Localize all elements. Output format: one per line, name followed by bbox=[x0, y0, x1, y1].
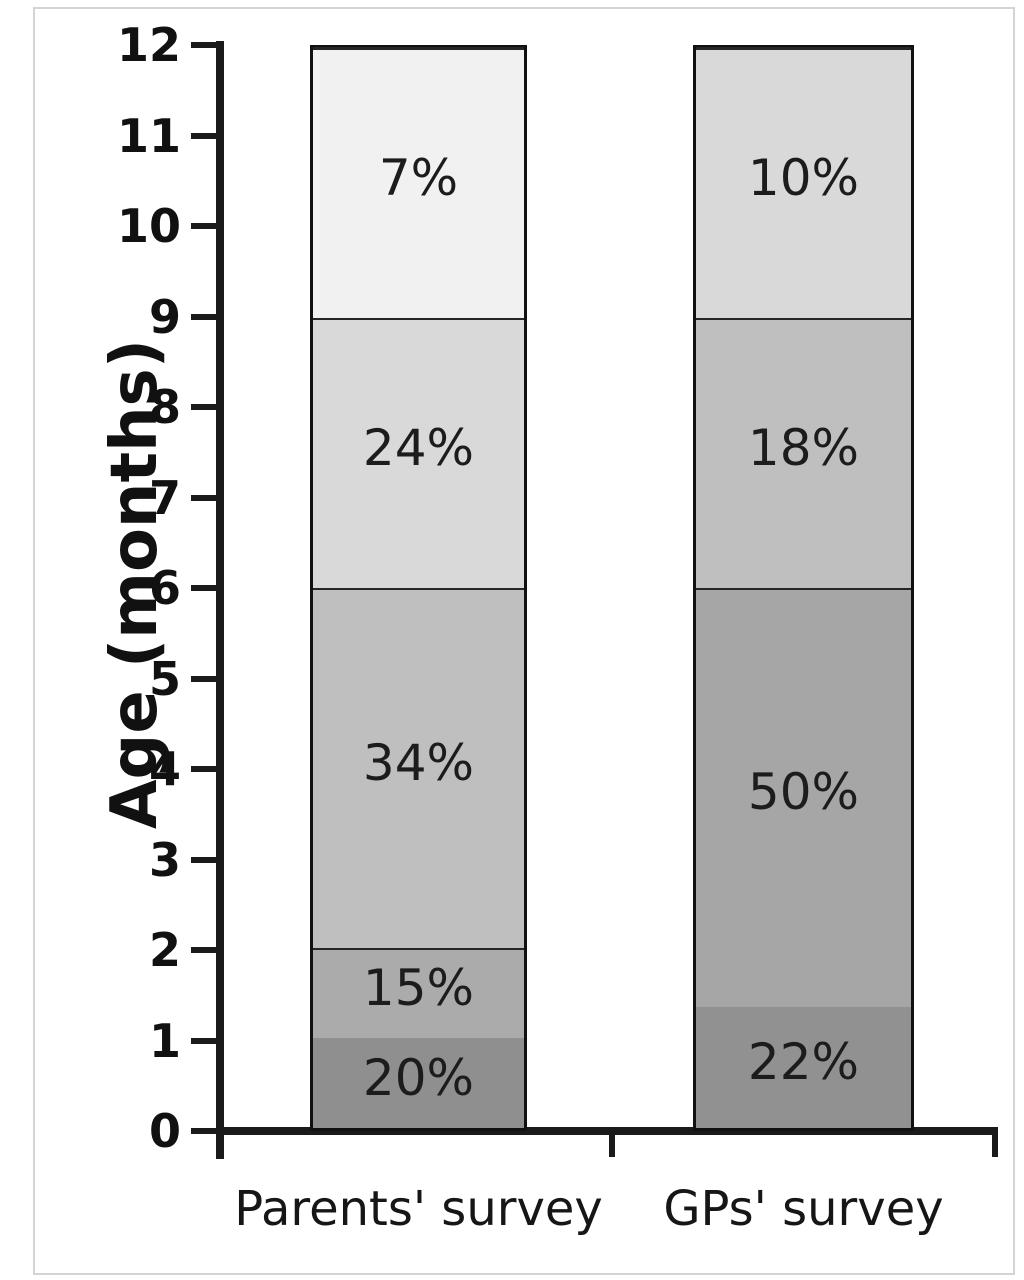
segment-boundary-line bbox=[696, 47, 911, 50]
y-tick-label: 12 bbox=[116, 18, 181, 72]
segment-boundary-line bbox=[313, 317, 524, 320]
y-tick-label: 6 bbox=[148, 561, 181, 615]
bar-segment: 34% bbox=[313, 587, 524, 948]
x-tick-mark bbox=[609, 1127, 615, 1157]
segment-percvalue-label: 15% bbox=[362, 959, 475, 1017]
y-tick-mark bbox=[191, 1037, 216, 1044]
y-tick-label: 1 bbox=[148, 1013, 181, 1068]
y-tick-mark bbox=[191, 223, 216, 229]
segment-percvalue-label: 24% bbox=[362, 419, 475, 477]
y-tick-label: 0 bbox=[148, 1104, 181, 1158]
stacked-bar: 22% 50% 18% 10% bbox=[693, 45, 914, 1131]
y-tick-mark bbox=[191, 856, 216, 863]
bar-segment: 50% bbox=[696, 587, 911, 1007]
y-tick-mark bbox=[191, 132, 216, 139]
y-tick-label: 9 bbox=[148, 289, 181, 344]
segment-percvalue-label: 50% bbox=[747, 763, 860, 822]
y-tick-mark bbox=[191, 947, 216, 953]
bar-segment: 7% bbox=[313, 47, 524, 318]
y-tick-label: 11 bbox=[116, 108, 181, 163]
y-tick-label: 2 bbox=[148, 923, 181, 977]
y-tick-mark bbox=[191, 675, 216, 682]
y-tick-label: 7 bbox=[148, 470, 181, 525]
x-category-label: Parents' survey bbox=[234, 1181, 603, 1237]
y-tick-mark bbox=[191, 42, 216, 48]
chart-frame: Age (months) 0 1 2 3 4 5 6 7 8 9 10 11 12 20% 15% 34% 2… bbox=[33, 7, 1015, 1275]
bar-segment: 22% bbox=[696, 1006, 911, 1128]
y-tick-mark bbox=[191, 494, 216, 501]
y-tick-mark bbox=[191, 313, 216, 320]
y-tick-label: 10 bbox=[116, 199, 181, 253]
segment-boundary-line bbox=[313, 947, 524, 950]
bar-segment: 18% bbox=[696, 317, 911, 588]
y-tick-label: 5 bbox=[148, 651, 181, 706]
y-tick-mark bbox=[191, 766, 216, 772]
y-tick-mark bbox=[191, 585, 216, 591]
segment-boundary-line bbox=[696, 587, 911, 590]
segment-percvalue-label: 18% bbox=[747, 419, 860, 477]
segment-boundary-line bbox=[313, 587, 524, 590]
x-tick-mark bbox=[216, 1127, 222, 1157]
x-axis-line bbox=[216, 1127, 998, 1135]
stacked-bar: 20% 15% 34% 24% 7% bbox=[310, 45, 527, 1131]
bar-segment: 15% bbox=[313, 947, 524, 1038]
bar-segment: 10% bbox=[696, 47, 911, 318]
y-tick-mark bbox=[191, 1128, 216, 1134]
y-tick-label: 3 bbox=[148, 832, 181, 887]
segment-boundary-line bbox=[696, 317, 911, 320]
y-tick-label: 8 bbox=[148, 380, 181, 434]
segment-percvalue-label: 22% bbox=[747, 1033, 860, 1092]
y-tick-label: 4 bbox=[148, 742, 181, 796]
x-tick-mark bbox=[992, 1127, 998, 1157]
segment-boundary-line bbox=[313, 47, 524, 50]
y-axis-line bbox=[216, 41, 224, 1159]
bar-segment: 20% bbox=[313, 1038, 524, 1128]
segment-percvalue-label: 10% bbox=[747, 149, 860, 207]
x-category-label: GPs' survey bbox=[663, 1181, 944, 1237]
bar-segment: 24% bbox=[313, 317, 524, 588]
y-tick-mark bbox=[191, 404, 216, 410]
segment-percvalue-label: 20% bbox=[362, 1049, 475, 1107]
segment-percvalue-label: 34% bbox=[362, 734, 475, 792]
segment-percvalue-label: 7% bbox=[378, 149, 459, 207]
